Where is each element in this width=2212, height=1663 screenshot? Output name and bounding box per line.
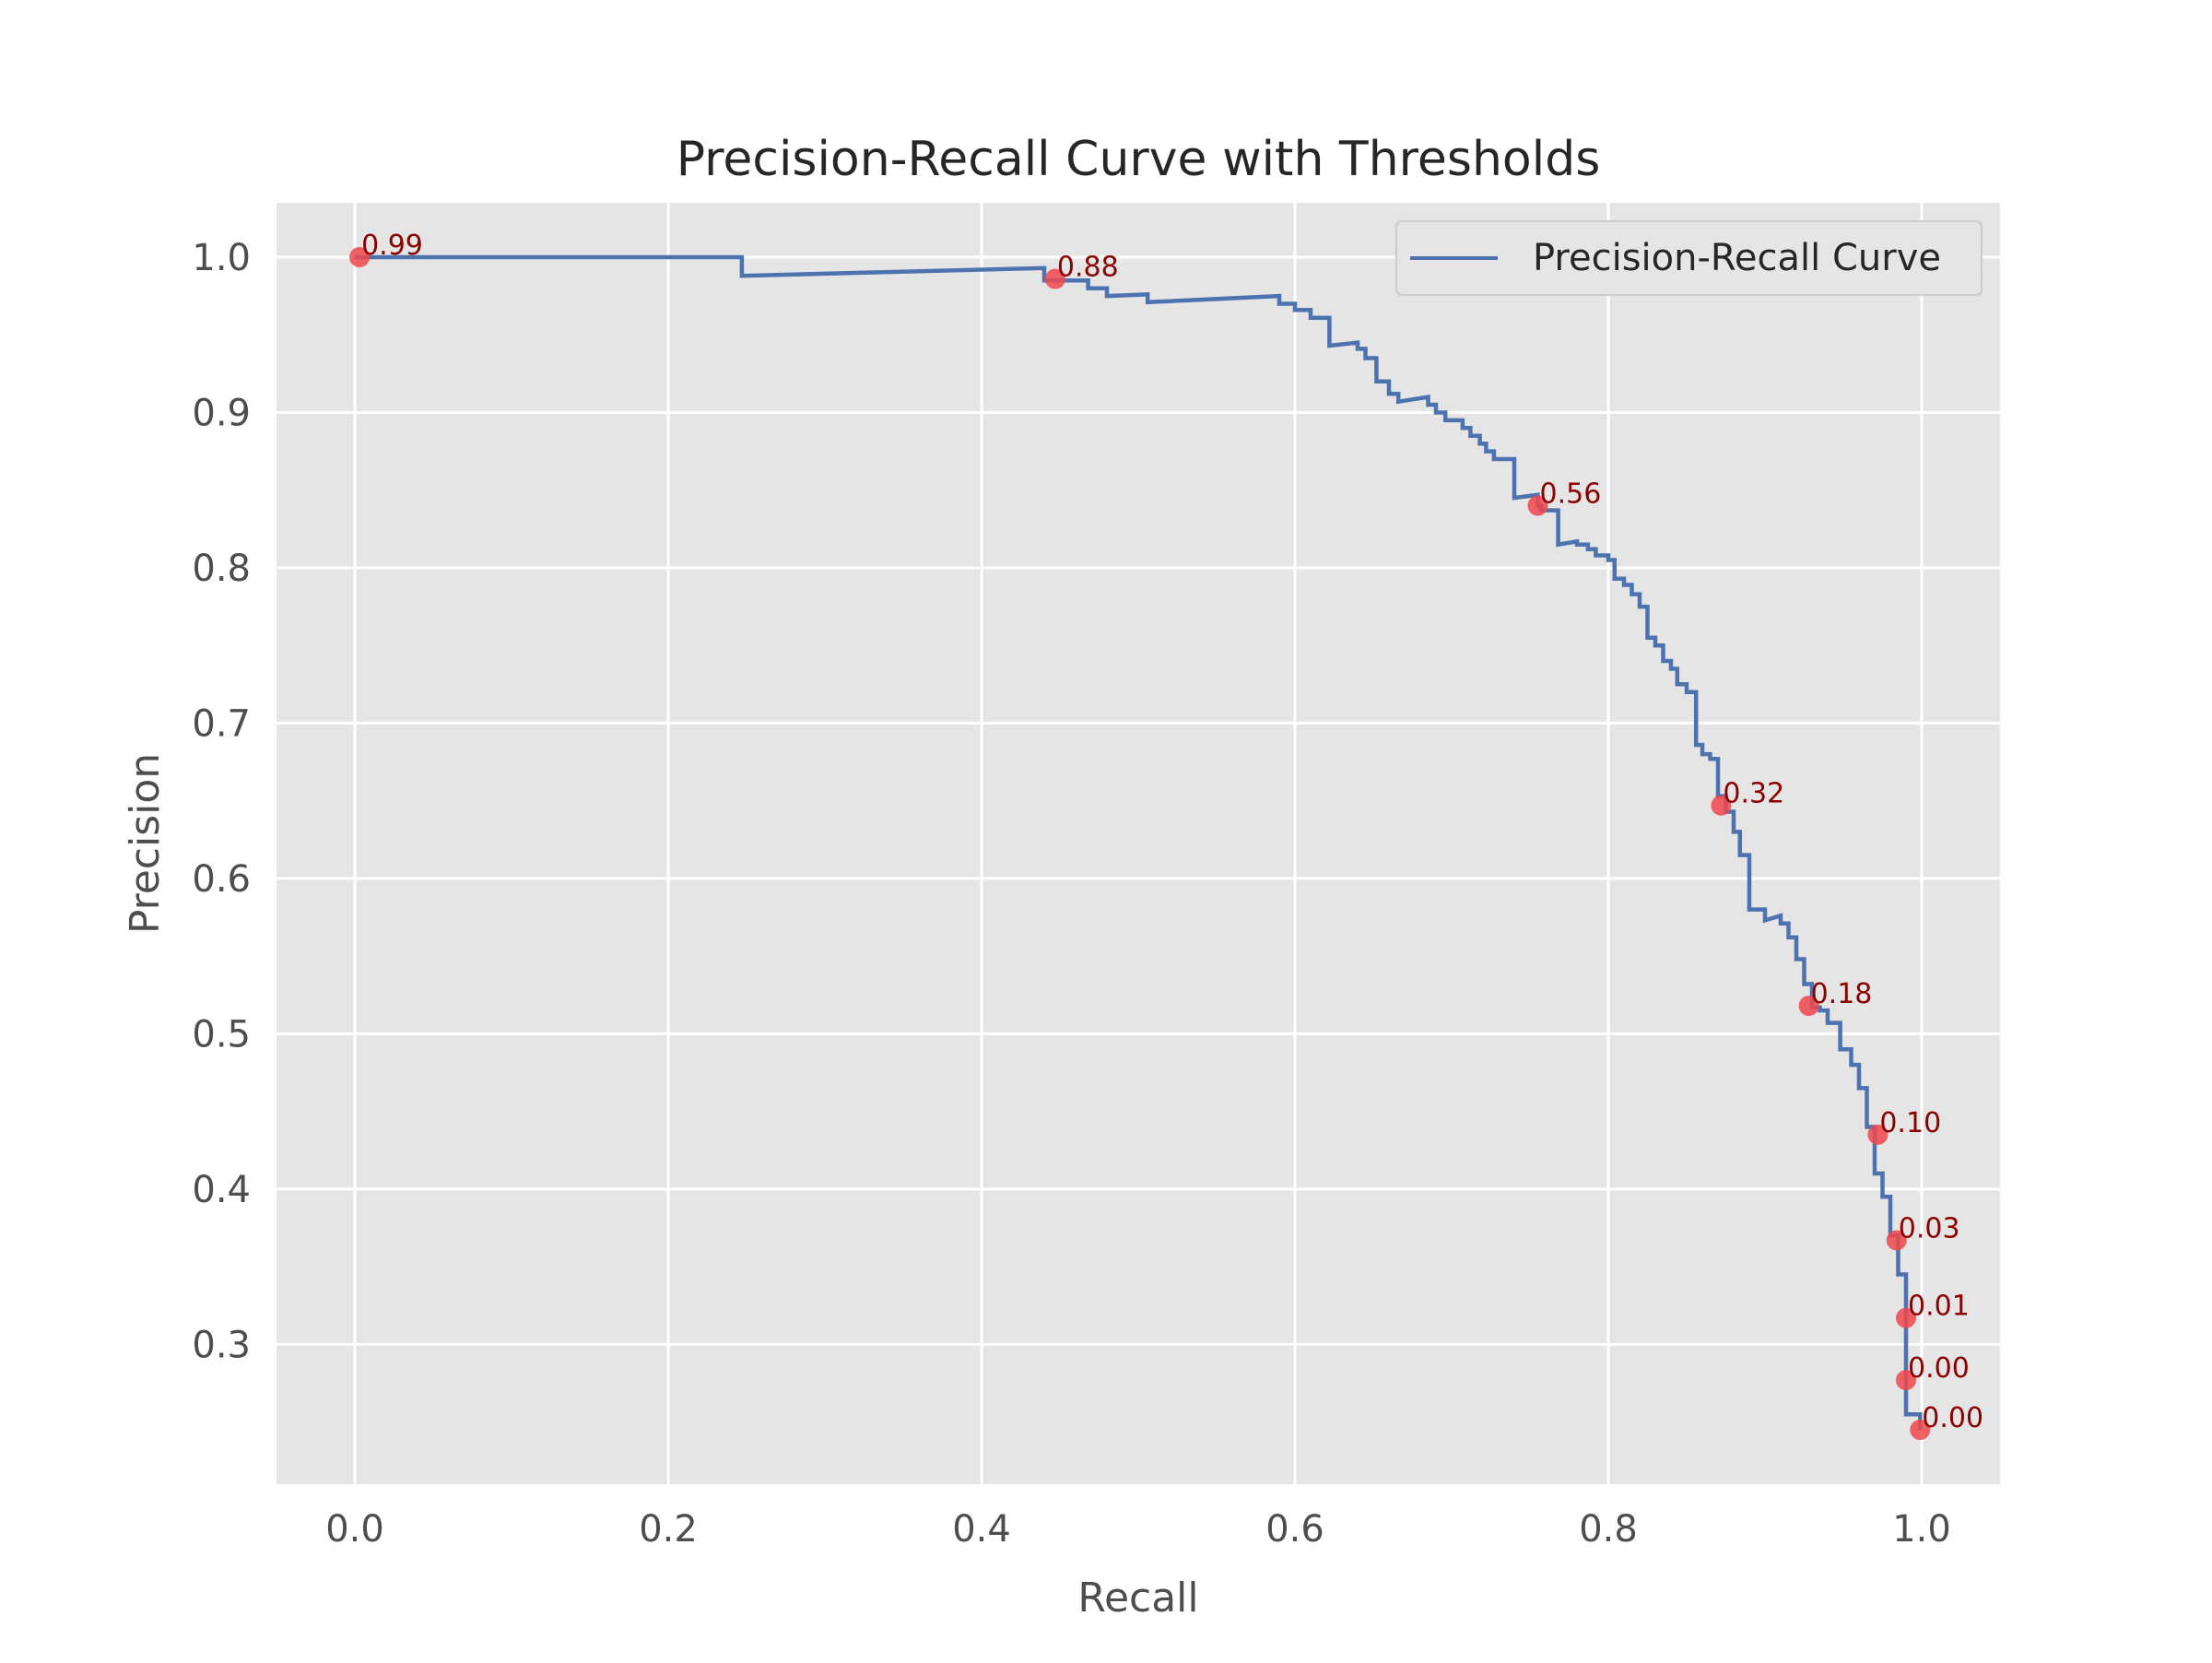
threshold-label: 0.03	[1899, 1212, 1960, 1244]
threshold-points	[349, 246, 1931, 1441]
y-axis-label: Precision	[122, 753, 169, 934]
y-tick-label: 0.3	[192, 1324, 251, 1366]
threshold-label: 0.99	[361, 230, 423, 262]
chart-title: Precision-Recall Curve with Thresholds	[677, 132, 1601, 187]
y-tick-label: 0.6	[192, 858, 251, 901]
threshold-label: 0.56	[1540, 478, 1602, 511]
threshold-label: 0.88	[1057, 252, 1119, 284]
threshold-point	[349, 246, 371, 267]
x-tick-label: 0.8	[1579, 1508, 1638, 1551]
x-tick-label: 0.4	[952, 1508, 1011, 1551]
x-axis-label: Recall	[1077, 1575, 1198, 1622]
precision-recall-curve	[355, 254, 1923, 1430]
threshold-label: 0.32	[1723, 778, 1784, 810]
threshold-labels: 0.99 0.88 0.56 0.32 0.18 0.10 0.03 0.01 0.00 0.00	[361, 230, 1983, 1434]
threshold-label: 0.01	[1908, 1291, 1970, 1323]
y-tick-label: 0.5	[192, 1013, 251, 1056]
y-tick-label: 0.8	[192, 548, 251, 590]
threshold-label: 0.00	[1908, 1352, 1970, 1385]
threshold-point	[1711, 795, 1732, 816]
y-axis-ticks: 0.3 0.4 0.5 0.6 0.7 0.8 0.9 1.0	[192, 237, 251, 1366]
x-tick-label: 0.2	[639, 1508, 698, 1551]
x-tick-label: 0.0	[325, 1508, 384, 1551]
threshold-point	[1896, 1370, 1916, 1391]
threshold-label: 0.18	[1811, 978, 1873, 1010]
y-tick-label: 0.9	[192, 392, 251, 434]
plot-area-background	[276, 203, 2000, 1484]
x-tick-label: 0.6	[1265, 1508, 1324, 1551]
y-tick-label: 0.7	[192, 702, 251, 745]
y-tick-label: 0.4	[192, 1169, 251, 1211]
grid	[276, 203, 2000, 1484]
threshold-point	[1896, 1307, 1916, 1328]
threshold-point	[1867, 1124, 1888, 1145]
threshold-point	[1044, 268, 1065, 289]
y-tick-label: 1.0	[192, 237, 251, 279]
curve-layer	[355, 254, 1923, 1430]
threshold-point	[1910, 1420, 1931, 1441]
x-axis-ticks: 0.0 0.2 0.4 0.6 0.8 1.0	[325, 1508, 1951, 1551]
legend: Precision-Recall Curve	[1395, 220, 1983, 296]
threshold-label: 0.00	[1922, 1402, 1983, 1434]
threshold-point	[1527, 495, 1548, 516]
threshold-point	[1886, 1230, 1907, 1251]
legend-label: Precision-Recall Curve	[1533, 237, 1941, 279]
threshold-point	[1798, 996, 1819, 1017]
x-tick-label: 1.0	[1892, 1508, 1951, 1551]
legend-box	[1395, 220, 1983, 296]
threshold-label: 0.10	[1879, 1107, 1941, 1139]
